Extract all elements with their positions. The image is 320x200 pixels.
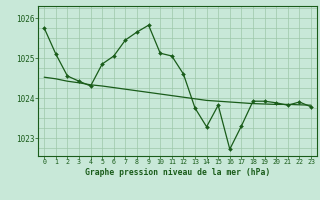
X-axis label: Graphe pression niveau de la mer (hPa): Graphe pression niveau de la mer (hPa) bbox=[85, 168, 270, 177]
